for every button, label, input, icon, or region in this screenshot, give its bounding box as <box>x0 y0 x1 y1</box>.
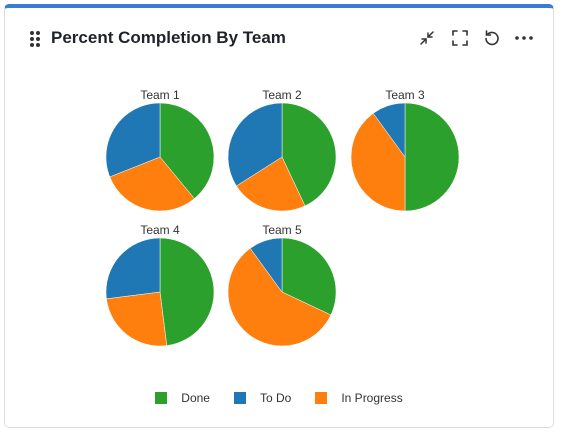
pie-slice-team-5-done[interactable] <box>281 237 337 316</box>
collapse-icon[interactable] <box>417 28 437 48</box>
pie-slice-team-3-to-do[interactable] <box>372 102 406 158</box>
legend-swatch-done <box>155 392 168 404</box>
card-header: Percent Completion By Team <box>5 8 553 60</box>
legend-label-done: Done <box>181 391 210 405</box>
chart-card: Percent Completion By Team <box>4 4 554 428</box>
legend-label-todo: To Do <box>259 391 292 405</box>
pie-slice-team-4-to-do[interactable] <box>105 237 161 300</box>
legend-label-in-progress: In Progress <box>341 391 403 405</box>
legend-item-in-progress[interactable]: In Progress <box>315 391 403 405</box>
legend-item-todo[interactable]: To Do <box>233 391 292 405</box>
pie-slice-team-4-done[interactable] <box>159 237 215 346</box>
chart-title: Percent Completion By Team <box>51 28 286 47</box>
pie-title-team-3: Team 3 <box>385 88 425 102</box>
fullscreen-icon[interactable] <box>450 28 470 48</box>
pie-slice-team-2-in-progress[interactable] <box>236 156 306 212</box>
pie-slice-team-2-to-do[interactable] <box>227 102 283 187</box>
pie-slice-team-1-in-progress[interactable] <box>109 156 195 212</box>
refresh-icon[interactable] <box>482 28 502 48</box>
pie-slice-team-2-done[interactable] <box>281 102 337 207</box>
pie-slice-team-4-in-progress[interactable] <box>106 291 168 347</box>
pie-title-team-4: Team 4 <box>140 223 180 237</box>
pie-slice-team-1-to-do[interactable] <box>105 102 161 178</box>
legend-swatch-todo <box>233 392 246 404</box>
pie-title-team-2: Team 2 <box>262 88 302 102</box>
legend: Done To Do In Progress <box>5 388 553 408</box>
pie-title-team-1: Team 1 <box>140 88 180 102</box>
pie-slice-team-5-to-do[interactable] <box>249 237 283 293</box>
pie-slice-team-5-in-progress[interactable] <box>227 247 332 347</box>
pie-title-team-5: Team 5 <box>262 223 302 237</box>
legend-swatch-in-progress <box>315 392 328 404</box>
pie-slice-team-3-in-progress[interactable] <box>350 112 406 212</box>
pie-slice-team-1-done[interactable] <box>159 102 215 199</box>
legend-item-done[interactable]: Done <box>155 391 210 405</box>
more-options-icon[interactable] <box>514 28 534 48</box>
pie-charts-area: Team 1 Team 2 Team 3 Team 4 Team 5 <box>105 88 460 347</box>
drag-handle-icon[interactable] <box>29 30 41 48</box>
pie-slice-team-3-done[interactable] <box>404 102 460 212</box>
